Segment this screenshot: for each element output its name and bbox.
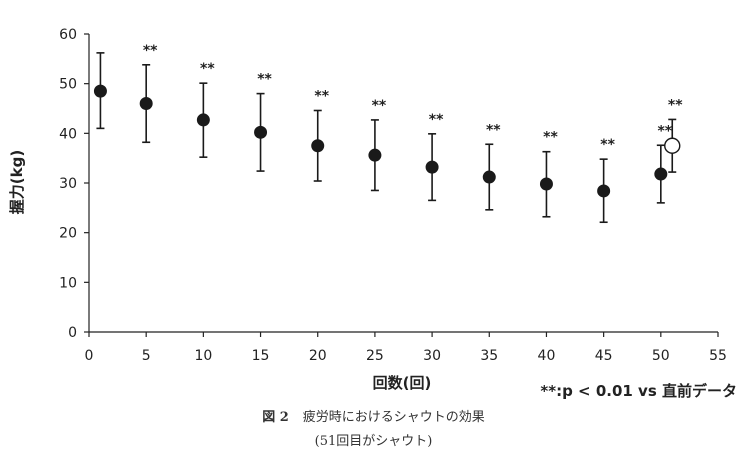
y-tick-label: 50 xyxy=(59,77,77,93)
x-tick-label: 35 xyxy=(480,348,498,364)
significance-mark: ** xyxy=(314,88,329,104)
data-point xyxy=(368,148,382,162)
figure-subtitle: (51回目がシャウト) xyxy=(314,434,433,449)
x-tick-label: 30 xyxy=(423,348,441,364)
significance-mark: ** xyxy=(486,122,501,138)
significance-mark: ** xyxy=(372,98,387,114)
significance-mark: ** xyxy=(143,43,158,59)
significance-mark: ** xyxy=(429,112,444,128)
y-tick-label: 10 xyxy=(59,275,77,291)
figure-title: 疲労時におけるシャウトの効果 xyxy=(302,410,485,425)
x-tick-label: 5 xyxy=(142,348,151,364)
data-point-open xyxy=(664,137,681,154)
x-tick-label: 20 xyxy=(309,348,327,364)
y-tick-label: 0 xyxy=(68,325,77,341)
x-tick-label: 0 xyxy=(85,348,94,364)
x-tick-label: 10 xyxy=(194,348,212,364)
significance-mark: ** xyxy=(543,130,558,146)
x-ticks: 0 5 10 15 20 25 30 35 40 45 50 55 xyxy=(85,332,727,364)
x-tick-label: 55 xyxy=(709,348,727,364)
significance-note: **:p < 0.01 vs 直前データ xyxy=(540,382,737,400)
x-tick-label: 45 xyxy=(595,348,613,364)
data-point xyxy=(93,84,107,98)
data-point xyxy=(482,170,496,184)
figure-caption: 図 2 疲労時におけるシャウトの効果 xyxy=(0,406,747,425)
y-ticks: 0 10 20 30 40 50 60 xyxy=(59,27,89,341)
data-point xyxy=(539,177,553,191)
axes: 0 10 20 30 40 50 60 0 5 10 15 20 25 30 35 40 45 50 55 xyxy=(59,27,727,364)
y-tick-label: 40 xyxy=(59,126,77,142)
significance-mark: ** xyxy=(657,123,672,139)
data-point xyxy=(425,160,439,174)
x-axis-title: 回数(回) xyxy=(373,374,432,392)
significance-mark: ** xyxy=(668,97,683,113)
data-marks: ** ** ** ** ** ** ** ** ** ** ** xyxy=(93,43,683,224)
y-tick-label: 60 xyxy=(59,27,77,43)
data-point xyxy=(254,125,268,139)
data-point xyxy=(196,113,210,127)
figure-number: 図 2 xyxy=(262,410,289,425)
data-point xyxy=(597,184,611,198)
y-axis-title: 握力(kg) xyxy=(8,150,26,214)
x-tick-label: 25 xyxy=(366,348,384,364)
x-tick-label: 15 xyxy=(252,348,270,364)
y-tick-label: 30 xyxy=(59,176,77,192)
x-tick-label: 50 xyxy=(652,348,670,364)
y-tick-label: 20 xyxy=(59,226,77,242)
significance-mark: ** xyxy=(600,137,615,153)
data-point xyxy=(311,139,325,153)
data-point xyxy=(654,167,668,181)
x-tick-label: 40 xyxy=(538,348,556,364)
significance-mark: ** xyxy=(200,61,215,77)
significance-mark: ** xyxy=(257,72,272,88)
data-point xyxy=(139,97,153,111)
